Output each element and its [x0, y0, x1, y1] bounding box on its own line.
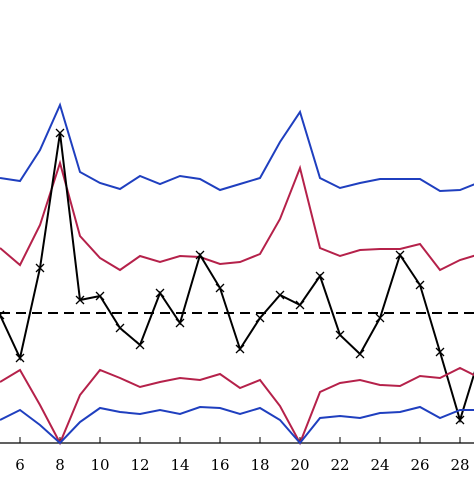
point-marker [75, 295, 85, 305]
point-marker [195, 250, 205, 260]
x-tick-label: 26 [410, 456, 429, 474]
x-tick-label: 20 [290, 456, 309, 474]
point-marker [35, 263, 45, 273]
point-marker [215, 283, 225, 293]
point-marker [315, 271, 325, 281]
series-line [0, 405, 474, 445]
point-marker [15, 353, 25, 363]
point-marker [455, 415, 465, 425]
point-marker [255, 313, 265, 323]
point-marker [355, 349, 365, 359]
point-marker [235, 344, 245, 354]
series-line [0, 102, 474, 193]
x-tick-label: 24 [370, 456, 389, 474]
point-marker [95, 291, 105, 301]
point-marker [0, 310, 5, 320]
point-marker [395, 250, 405, 260]
point-marker [415, 280, 425, 290]
point-marker [335, 330, 345, 340]
point-marker [295, 300, 305, 310]
x-tick-label: 18 [250, 456, 269, 474]
point-marker [115, 323, 125, 333]
x-tick-label: 14 [170, 456, 189, 474]
x-tick-label: 8 [55, 456, 65, 474]
series-line [0, 132, 474, 424]
point-marker [55, 128, 65, 138]
point-marker [155, 288, 165, 298]
point-marker [135, 340, 145, 350]
x-tick-label: 22 [330, 456, 349, 474]
x-tick-label: 16 [210, 456, 229, 474]
x-tick-label: 12 [130, 456, 149, 474]
point-marker [275, 290, 285, 300]
x-tick-label: 10 [90, 456, 109, 474]
series-line [0, 366, 474, 446]
x-tick-label: 6 [15, 456, 25, 474]
point-marker [435, 347, 445, 357]
point-marker [175, 318, 185, 328]
x-tick-label: 28 [450, 456, 469, 474]
point-marker [375, 313, 385, 323]
series-line [0, 159, 474, 272]
